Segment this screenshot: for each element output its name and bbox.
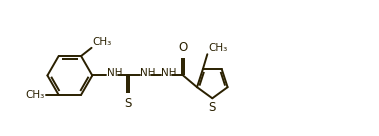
Text: CH₃: CH₃ [208,44,227,53]
Text: S: S [208,101,216,114]
Text: CH₃: CH₃ [93,37,112,47]
Text: S: S [124,97,132,110]
Text: NH: NH [161,68,176,78]
Text: CH₃: CH₃ [25,90,44,100]
Text: NH: NH [106,68,122,78]
Text: NH: NH [140,68,156,78]
Text: O: O [179,41,188,54]
